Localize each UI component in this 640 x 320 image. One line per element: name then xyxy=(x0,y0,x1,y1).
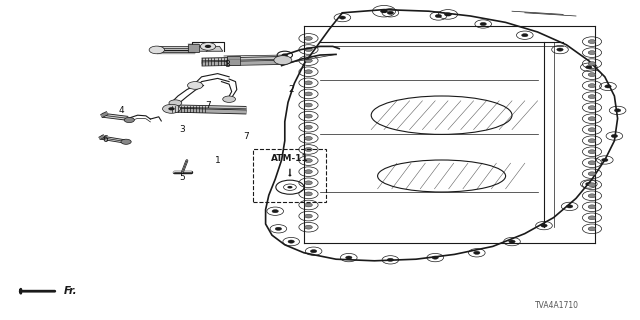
Circle shape xyxy=(305,214,312,218)
Circle shape xyxy=(588,216,596,220)
Circle shape xyxy=(163,104,180,113)
Circle shape xyxy=(310,250,317,253)
Text: ATM-11: ATM-11 xyxy=(271,154,308,163)
Circle shape xyxy=(588,40,596,44)
Text: TVA4A1710: TVA4A1710 xyxy=(535,301,579,310)
Circle shape xyxy=(121,139,131,144)
Circle shape xyxy=(124,117,134,123)
Text: 1: 1 xyxy=(215,156,220,164)
Circle shape xyxy=(272,210,278,213)
Circle shape xyxy=(387,258,394,261)
Text: 2: 2 xyxy=(289,85,294,94)
Circle shape xyxy=(305,48,312,52)
Circle shape xyxy=(614,109,621,112)
Circle shape xyxy=(274,56,292,65)
Circle shape xyxy=(287,186,292,188)
Circle shape xyxy=(522,34,528,37)
Circle shape xyxy=(305,192,312,196)
Circle shape xyxy=(588,139,596,143)
Bar xyxy=(188,44,199,52)
Circle shape xyxy=(305,148,312,151)
Text: 5: 5 xyxy=(180,173,185,182)
Circle shape xyxy=(557,48,563,51)
Circle shape xyxy=(566,205,573,208)
Circle shape xyxy=(588,106,596,109)
Text: 7: 7 xyxy=(205,101,211,110)
Circle shape xyxy=(588,73,596,76)
Circle shape xyxy=(586,66,592,69)
Circle shape xyxy=(305,103,312,107)
Circle shape xyxy=(223,96,236,102)
Circle shape xyxy=(586,182,592,186)
Circle shape xyxy=(305,225,312,229)
Circle shape xyxy=(305,81,312,85)
Circle shape xyxy=(305,114,312,118)
Circle shape xyxy=(282,53,288,57)
Circle shape xyxy=(346,256,352,259)
Circle shape xyxy=(435,14,442,18)
Circle shape xyxy=(474,251,480,254)
Circle shape xyxy=(480,22,486,26)
Circle shape xyxy=(588,117,596,121)
Circle shape xyxy=(205,45,211,48)
Circle shape xyxy=(602,158,608,162)
Circle shape xyxy=(588,205,596,209)
Circle shape xyxy=(200,43,216,50)
Bar xyxy=(253,149,326,202)
Circle shape xyxy=(169,100,182,106)
Circle shape xyxy=(588,172,596,176)
Circle shape xyxy=(444,12,452,16)
Circle shape xyxy=(588,62,596,66)
Circle shape xyxy=(288,240,294,243)
Circle shape xyxy=(305,70,312,74)
Circle shape xyxy=(305,181,312,185)
Text: 3: 3 xyxy=(180,125,185,134)
Circle shape xyxy=(305,170,312,173)
Circle shape xyxy=(305,136,312,140)
Circle shape xyxy=(605,85,611,88)
Circle shape xyxy=(305,59,312,62)
Circle shape xyxy=(149,46,164,54)
Polygon shape xyxy=(195,46,211,51)
Circle shape xyxy=(305,159,312,163)
Circle shape xyxy=(380,9,388,13)
Text: 6: 6 xyxy=(103,135,108,144)
Circle shape xyxy=(339,16,346,19)
Circle shape xyxy=(305,203,312,207)
Circle shape xyxy=(588,183,596,187)
Text: 8: 8 xyxy=(225,60,230,68)
Circle shape xyxy=(588,194,596,198)
Circle shape xyxy=(305,92,312,96)
Text: 4: 4 xyxy=(119,106,124,115)
Circle shape xyxy=(168,107,175,110)
Circle shape xyxy=(541,224,547,227)
Circle shape xyxy=(305,36,312,40)
Circle shape xyxy=(305,125,312,129)
Polygon shape xyxy=(207,46,223,51)
Text: 7: 7 xyxy=(244,132,249,140)
Circle shape xyxy=(188,82,203,89)
Circle shape xyxy=(588,227,596,231)
Circle shape xyxy=(588,51,596,54)
Circle shape xyxy=(275,227,282,230)
Circle shape xyxy=(588,150,596,154)
Circle shape xyxy=(432,256,438,259)
Circle shape xyxy=(588,95,596,99)
Bar xyxy=(227,56,240,65)
Circle shape xyxy=(387,11,394,14)
Text: Fr.: Fr. xyxy=(64,286,77,296)
Circle shape xyxy=(588,128,596,132)
Circle shape xyxy=(588,84,596,88)
Circle shape xyxy=(588,161,596,165)
Circle shape xyxy=(611,134,618,138)
Circle shape xyxy=(509,240,515,243)
